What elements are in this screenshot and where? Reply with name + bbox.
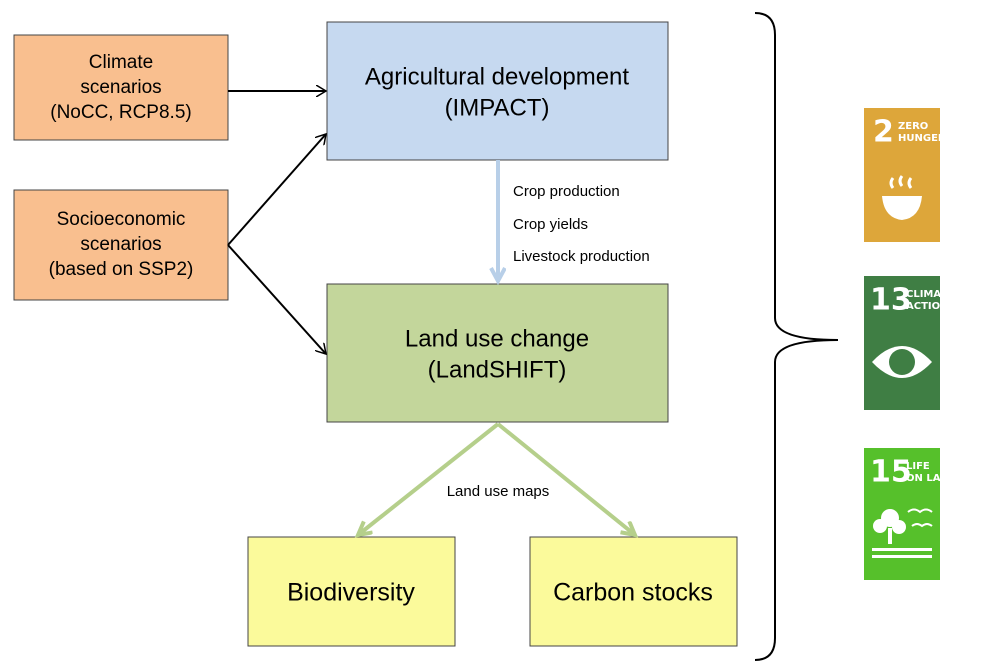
model-text: (IMPACT) (445, 94, 550, 121)
output-biodiversity: Biodiversity (247, 536, 456, 647)
arrow (496, 422, 635, 535)
input-text: scenarios (80, 77, 161, 98)
sdg-number: 15 (870, 455, 912, 490)
model-text: (LandSHIFT) (428, 356, 567, 383)
input-climate: Climate scenarios (NoCC, RCP8.5) (13, 34, 229, 141)
input-socioeconomic: Socioeconomic scenarios (based on SSP2) (13, 189, 229, 301)
output-carbon: Carbon stocks (529, 536, 738, 647)
arrow (227, 244, 326, 354)
input-text: Climate (89, 52, 153, 73)
sdg-13: 13 CLIMATE ACTION (864, 276, 954, 410)
flow-label: Livestock production (513, 248, 650, 265)
sdg-title: CLIMATE (906, 289, 954, 300)
model-landshift: Land use change (LandSHIFT) (326, 283, 669, 423)
output-text: Carbon stocks (553, 579, 713, 607)
flow-label: Land use maps (447, 483, 550, 500)
sdg-title: LIFE (906, 461, 930, 472)
sdg-title: ACTION (906, 301, 949, 312)
arrow (227, 134, 326, 246)
input-text: Socioeconomic (57, 209, 186, 230)
output-text: Biodiversity (287, 579, 415, 607)
sdg-15: 15 LIFE ON LAND (864, 448, 957, 580)
sdg-title: HUNGER (898, 133, 946, 144)
sdg-title: ON LAND (906, 473, 957, 484)
input-text: scenarios (80, 234, 161, 255)
sdg-number: 2 (873, 115, 894, 150)
model-text: Agricultural development (365, 63, 629, 90)
input-text: (based on SSP2) (49, 259, 194, 280)
arrow (358, 422, 500, 535)
sdg-2: 2 ZERO HUNGER (864, 108, 946, 242)
model-text: Land use change (405, 325, 589, 352)
input-text: (NoCC, RCP8.5) (50, 102, 191, 123)
model-impact: Agricultural development (IMPACT) (326, 21, 669, 161)
sdg-title: ZERO (898, 121, 928, 132)
flow-label: Crop production (513, 183, 620, 200)
brace (754, 12, 839, 661)
flow-label: Crop yields (513, 216, 588, 233)
sdg-number: 13 (870, 283, 912, 318)
